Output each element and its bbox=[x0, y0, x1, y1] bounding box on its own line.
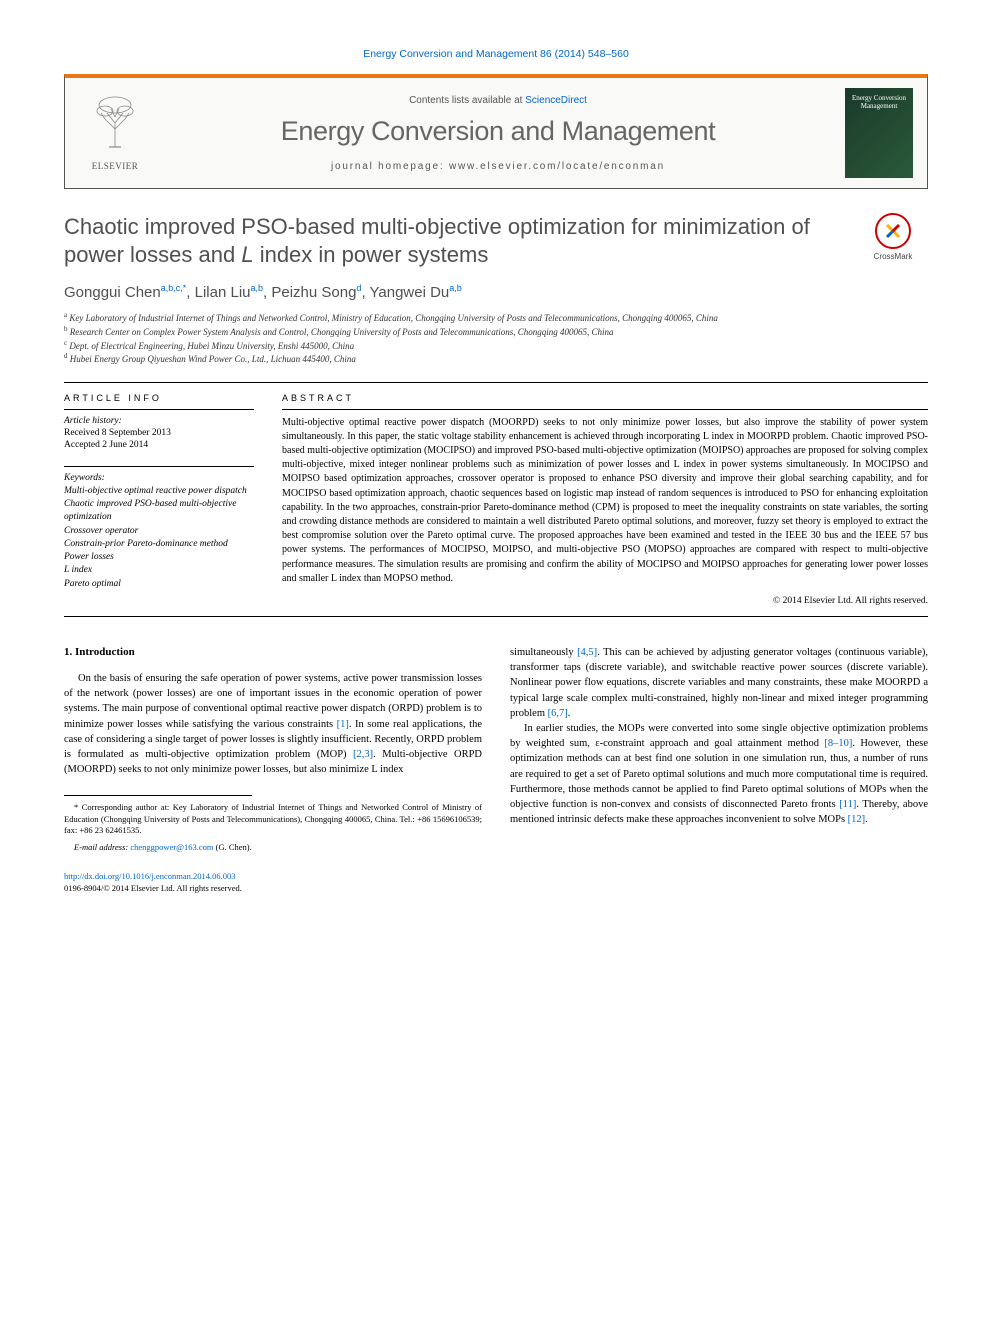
keyword-4: Constrain-prior Pareto-dominance method bbox=[64, 538, 254, 551]
affiliation-b: b Research Center on Complex Power Syste… bbox=[64, 325, 928, 339]
homepage-prefix: journal homepage: bbox=[331, 161, 449, 172]
affiliations-block: a Key Laboratory of Industrial Internet … bbox=[64, 311, 928, 365]
divider-line bbox=[64, 382, 928, 383]
article-info-heading: ARTICLE INFO bbox=[64, 393, 254, 403]
author-2-name: , Lilan Liu bbox=[186, 284, 250, 301]
keyword-5: Power losses bbox=[64, 551, 254, 564]
issn-copyright: 0196-8904/© 2014 Elsevier Ltd. All right… bbox=[64, 883, 482, 894]
ref-link-11[interactable]: [11] bbox=[839, 799, 856, 810]
citation-line: Energy Conversion and Management 86 (201… bbox=[64, 48, 928, 60]
article-history-label: Article history: bbox=[64, 416, 254, 426]
author-1-name: Gonggui Chen bbox=[64, 284, 161, 301]
ref-link-2-3[interactable]: [2,3] bbox=[353, 749, 373, 760]
title-text-2: index in power systems bbox=[254, 242, 489, 267]
corresponding-author-footnote: * Corresponding author at: Key Laborator… bbox=[64, 802, 482, 836]
elsevier-tree-icon bbox=[87, 95, 143, 159]
author-1-affil-link[interactable]: a,b,c, bbox=[161, 283, 183, 293]
accepted-date: Accepted 2 June 2014 bbox=[64, 440, 254, 450]
affiliation-c: c Dept. of Electrical Engineering, Hubei… bbox=[64, 339, 928, 353]
contents-prefix: Contents lists available at bbox=[409, 95, 525, 106]
author-2-affil-link[interactable]: a,b bbox=[251, 283, 264, 293]
abstract-column: ABSTRACT Multi-objective optimal reactiv… bbox=[282, 393, 928, 606]
keyword-3: Crossover operator bbox=[64, 525, 254, 538]
author-3-name: , Peizhu Song bbox=[263, 284, 356, 301]
author-4-affil-link[interactable]: a,b bbox=[449, 283, 462, 293]
doi-link[interactable]: http://dx.doi.org/10.1016/j.enconman.201… bbox=[64, 871, 236, 881]
journal-name: Energy Conversion and Management bbox=[171, 116, 825, 147]
contents-available-line: Contents lists available at ScienceDirec… bbox=[171, 95, 825, 106]
email-footnote: E-mail address: chenggpower@163.com (G. … bbox=[64, 841, 482, 853]
ref-link-8-10[interactable]: [8–10] bbox=[824, 738, 852, 749]
publisher-name: ELSEVIER bbox=[92, 161, 139, 171]
crossmark-icon bbox=[875, 213, 911, 249]
author-4-name: , Yangwei Du bbox=[361, 284, 449, 301]
crossmark-badge[interactable]: CrossMark bbox=[858, 213, 928, 261]
sciencedirect-link[interactable]: ScienceDirect bbox=[525, 95, 587, 106]
homepage-url: www.elsevier.com/locate/enconman bbox=[449, 161, 665, 172]
abstract-text: Multi-objective optimal reactive power d… bbox=[282, 409, 928, 586]
crossmark-label: CrossMark bbox=[858, 252, 928, 261]
journal-homepage-line: journal homepage: www.elsevier.com/locat… bbox=[171, 161, 825, 172]
section-1-heading: 1. Introduction bbox=[64, 645, 482, 661]
intro-paragraph-2: In earlier studies, the MOPs were conver… bbox=[510, 721, 928, 828]
article-info-column: ARTICLE INFO Article history: Received 8… bbox=[64, 393, 254, 606]
footer-doi-block: http://dx.doi.org/10.1016/j.enconman.201… bbox=[64, 871, 482, 894]
abstract-heading: ABSTRACT bbox=[282, 393, 928, 403]
journal-header-box: ELSEVIER Contents lists available at Sci… bbox=[64, 74, 928, 189]
footnote-divider bbox=[64, 795, 252, 796]
journal-cover-thumbnail: Energy Conversion Management bbox=[845, 88, 913, 178]
affiliation-a: a Key Laboratory of Industrial Internet … bbox=[64, 311, 928, 325]
cover-title-text: Energy Conversion Management bbox=[845, 94, 913, 111]
elsevier-logo: ELSEVIER bbox=[79, 92, 151, 174]
abstract-copyright: © 2014 Elsevier Ltd. All rights reserved… bbox=[282, 596, 928, 606]
ref-link-6-7[interactable]: [6,7] bbox=[548, 708, 568, 719]
ref-link-12[interactable]: [12] bbox=[848, 814, 866, 825]
body-column-right: simultaneously [4,5]. This can be achiev… bbox=[510, 645, 928, 894]
intro-paragraph-1: On the basis of ensuring the safe operat… bbox=[64, 671, 482, 778]
corresponding-email-link[interactable]: chenggpower@163.com bbox=[130, 842, 213, 852]
keyword-2: Chaotic improved PSO-based multi-objecti… bbox=[64, 498, 254, 525]
body-column-left: 1. Introduction On the basis of ensuring… bbox=[64, 645, 482, 894]
received-date: Received 8 September 2013 bbox=[64, 428, 254, 438]
divider-line-2 bbox=[64, 616, 928, 617]
keyword-7: Pareto optimal bbox=[64, 578, 254, 591]
keyword-1: Multi-objective optimal reactive power d… bbox=[64, 485, 254, 498]
ref-link-1[interactable]: [1] bbox=[337, 719, 349, 730]
keyword-6: L index bbox=[64, 564, 254, 577]
article-title: Chaotic improved PSO-based multi-objecti… bbox=[64, 213, 838, 269]
affiliation-d: d Hubei Energy Group Qiyueshan Wind Powe… bbox=[64, 352, 928, 366]
ref-link-4-5[interactable]: [4,5] bbox=[577, 647, 597, 658]
intro-paragraph-1-cont: simultaneously [4,5]. This can be achiev… bbox=[510, 645, 928, 721]
title-italic-L: L bbox=[241, 242, 253, 267]
keywords-label: Keywords: bbox=[64, 473, 254, 483]
author-list: Gonggui Chena,b,c,*, Lilan Liua,b, Peizh… bbox=[64, 283, 928, 301]
